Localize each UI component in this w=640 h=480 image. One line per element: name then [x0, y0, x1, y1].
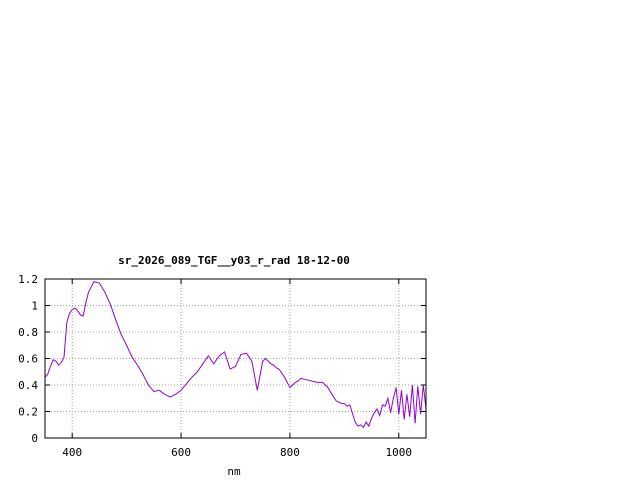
x-tick-label: 1000 — [386, 446, 413, 459]
series-layer — [44, 281, 427, 429]
y-tick-label: 1.2 — [18, 273, 38, 286]
y-tick-label: 0.8 — [18, 326, 38, 339]
grid — [45, 279, 426, 438]
y-tick-label: 0.4 — [18, 379, 38, 392]
chart-title: sr_2026_089_TGF__y03_r_rad 18-12-00 — [118, 254, 350, 267]
x-tick-label: 600 — [171, 446, 191, 459]
series-line — [44, 281, 427, 429]
x-tick-label: 400 — [62, 446, 82, 459]
y-tick-label: 0.2 — [18, 406, 38, 419]
ticks: 400 600 800 1000 0 0.2 0.4 0.6 0.8 1 1.2 — [18, 273, 426, 459]
x-axis-label: nm — [227, 465, 241, 478]
y-tick-label: 0 — [31, 432, 38, 445]
y-tick-label: 0.6 — [18, 353, 38, 366]
x-tick-label: 800 — [280, 446, 300, 459]
y-tick-label: 1 — [31, 300, 38, 313]
